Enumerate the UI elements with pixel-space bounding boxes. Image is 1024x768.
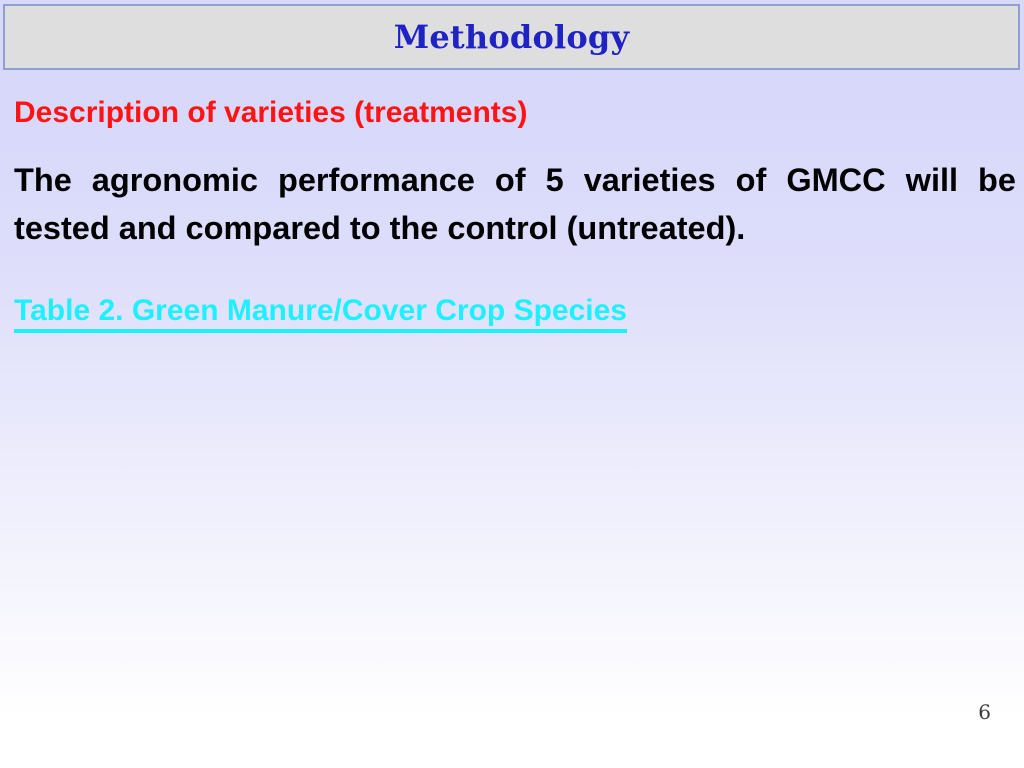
slide-body: Description of varieties (treatments) Th… <box>14 96 1016 334</box>
page-number: 6 <box>978 700 991 724</box>
table-2-link[interactable]: Table 2. Green Manure/Cover Crop Species <box>14 294 627 334</box>
page-title: Methodology <box>393 18 630 56</box>
body-paragraph: The agronomic performance of 5 varieties… <box>14 161 1016 247</box>
section-heading: Description of varieties (treatments) <box>14 96 528 129</box>
slide-title-box: Methodology <box>3 4 1020 70</box>
table-link-container: Table 2. Green Manure/Cover Crop Species <box>14 294 1014 334</box>
